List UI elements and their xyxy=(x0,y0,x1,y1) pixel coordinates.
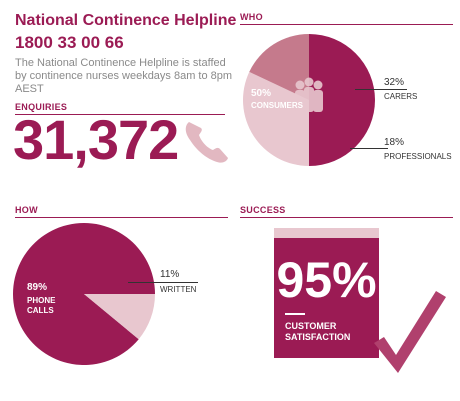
who-rule xyxy=(240,24,453,25)
checkmark-icon xyxy=(374,291,446,373)
helpline-description: The National Continence Helpline is staf… xyxy=(15,57,233,95)
phone-calls-label-2: CALLS xyxy=(27,306,54,315)
how-rule xyxy=(15,217,228,218)
success-heading: SUCCESS xyxy=(240,205,286,215)
success-card-strip xyxy=(274,228,379,238)
carers-leader xyxy=(355,89,407,90)
success-pct: 95% xyxy=(276,252,377,308)
enquiries-heading: ENQUIRIES xyxy=(15,102,68,112)
enquiries-rule xyxy=(15,114,225,115)
phone-calls-label-1: PHONE xyxy=(27,296,56,305)
how-pie-chart xyxy=(13,222,156,365)
carers-pct: 32% xyxy=(384,77,405,88)
professionals-pct: 18% xyxy=(384,137,405,148)
success-label-1: CUSTOMER xyxy=(285,321,337,331)
success-label-2: SATISFACTION xyxy=(285,332,351,342)
page-title: National Continence Helpline xyxy=(15,12,237,29)
success-rule xyxy=(240,217,453,218)
phone-calls-pct: 89% xyxy=(27,282,48,293)
pie-slice-consumers xyxy=(309,34,375,166)
how-heading: HOW xyxy=(15,205,38,215)
written-label: WRITTEN xyxy=(160,285,197,294)
enquiries-count: 31,372 xyxy=(13,108,179,171)
professionals-leader xyxy=(350,148,388,149)
professionals-label: PROFESSIONALS xyxy=(384,152,452,161)
success-divider xyxy=(285,313,305,315)
written-pct: 11% xyxy=(160,269,180,280)
consumers-pct: 50% xyxy=(251,88,272,99)
helpline-number: 1800 33 00 66 xyxy=(15,33,124,52)
consumers-label: CONSUMERS xyxy=(251,101,304,110)
pie-slice-written xyxy=(84,294,155,340)
carers-label: CARERS xyxy=(384,92,418,101)
success-card xyxy=(274,228,379,358)
written-leader xyxy=(128,282,198,283)
who-pie-chart xyxy=(243,34,375,166)
pie-slice-professionals xyxy=(249,34,309,100)
who-heading: WHO xyxy=(240,12,263,22)
pie-slice-phone-calls xyxy=(13,222,156,365)
pie-slice-carers xyxy=(243,71,309,166)
phone-icon xyxy=(185,122,228,163)
consumers-icon xyxy=(295,77,323,112)
